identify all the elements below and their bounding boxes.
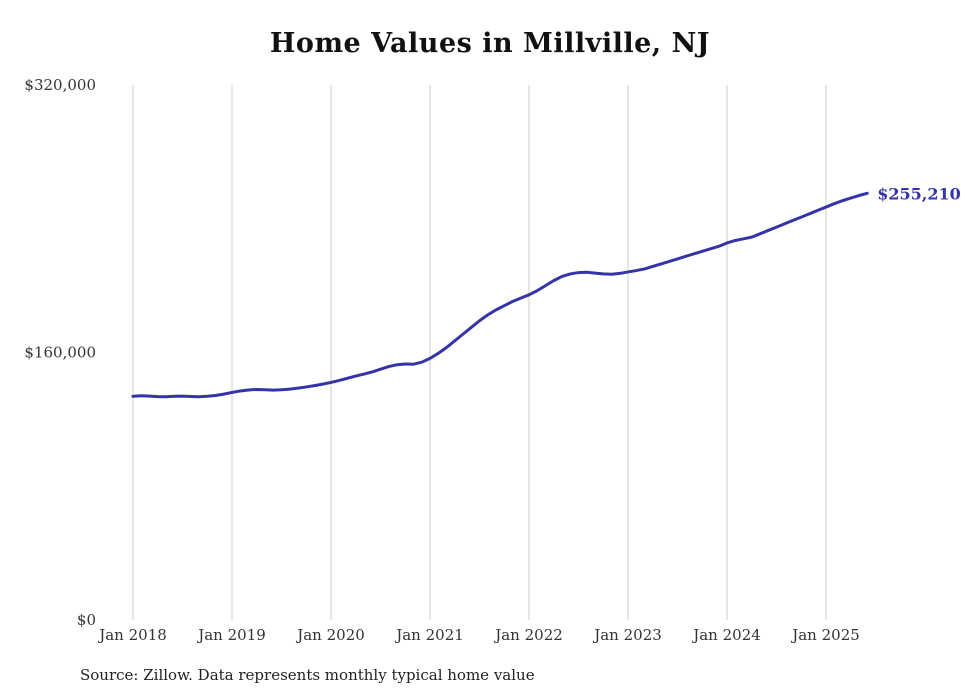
end-value-label: $255,210 — [877, 184, 961, 203]
x-tick-label: Jan 2020 — [295, 626, 365, 644]
source-note: Source: Zillow. Data represents monthly … — [80, 666, 535, 684]
x-tick-label: Jan 2024 — [691, 626, 761, 644]
chart-line-series — [131, 191, 869, 399]
x-tick-label: Jan 2025 — [790, 626, 860, 644]
x-tick-label: Jan 2018 — [97, 626, 167, 644]
y-tick-label: $320,000 — [24, 76, 96, 94]
x-tick-label: Jan 2021 — [394, 626, 464, 644]
chart-title: Home Values in Millville, NJ — [269, 28, 711, 59]
y-tick-label: $0 — [77, 611, 96, 629]
x-tick-label: Jan 2022 — [493, 626, 563, 644]
y-tick-label: $160,000 — [24, 344, 96, 362]
x-tick-label: Jan 2019 — [196, 626, 266, 644]
x-tick-label: Jan 2023 — [592, 626, 662, 644]
